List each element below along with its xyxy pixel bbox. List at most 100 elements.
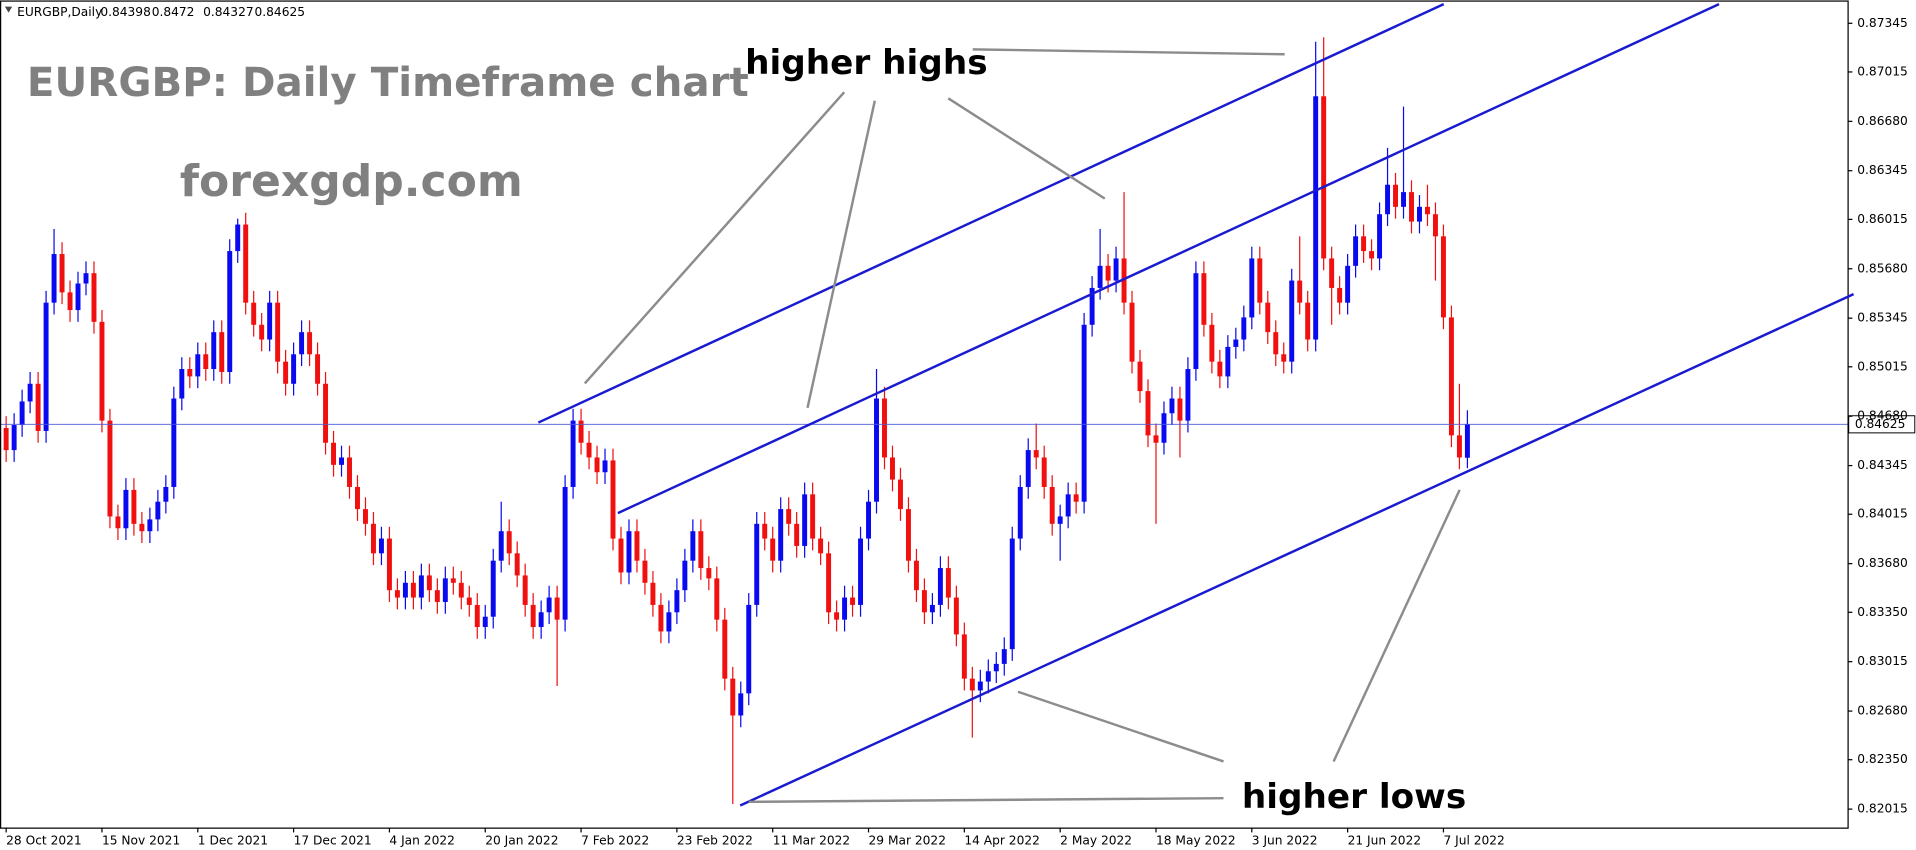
candle-body — [1105, 265, 1111, 281]
y-tick-label: 0.85345 — [1857, 311, 1908, 325]
candle-body — [866, 501, 872, 539]
candle-body — [211, 332, 217, 370]
y-tick-label: 0.82015 — [1857, 802, 1908, 816]
candle-body — [1201, 273, 1207, 325]
x-tick-label: 7 Feb 2022 — [581, 834, 649, 848]
y-tick-label: 0.85015 — [1857, 359, 1908, 373]
x-tick-label: 23 Feb 2022 — [677, 834, 753, 848]
y-tick-label: 0.84680 — [1857, 409, 1908, 423]
candle-body — [842, 597, 848, 620]
candle-body — [51, 254, 57, 303]
candle-body — [1321, 96, 1327, 259]
candle-body — [770, 538, 776, 561]
candle-body — [91, 273, 97, 322]
header-low: 0.84327 — [203, 5, 254, 19]
candle-body — [251, 302, 257, 325]
price-label: 0.84625 — [1855, 417, 1906, 431]
x-tick-label: 11 Mar 2022 — [773, 834, 850, 848]
candle-body — [283, 361, 289, 384]
candle-body — [43, 302, 49, 431]
candle-body — [666, 612, 672, 632]
candle-body — [953, 597, 959, 635]
candle-body — [882, 398, 887, 458]
x-tick-label: 28 Oct 2021 — [6, 834, 82, 848]
candle-body — [650, 582, 656, 605]
candle-body — [426, 575, 432, 591]
candle-body — [1456, 435, 1462, 458]
candle-body — [969, 678, 975, 691]
candle-body — [722, 619, 728, 679]
candle-body — [339, 457, 344, 465]
candle-body — [275, 302, 281, 362]
chart-subtitle: forexgdp.com — [180, 156, 523, 207]
candle-body — [929, 604, 935, 613]
candle-body — [402, 582, 408, 598]
candle-body — [1121, 258, 1127, 303]
candle-body — [347, 457, 352, 487]
candle-body — [522, 575, 528, 605]
candle-body — [1097, 265, 1103, 288]
candle-body — [786, 509, 792, 524]
y-tick-label: 0.83680 — [1857, 556, 1908, 570]
candle-body — [362, 509, 368, 524]
candle-body — [546, 597, 552, 613]
candle-body — [139, 523, 145, 532]
candle-body — [634, 531, 640, 561]
candle-body — [355, 486, 360, 510]
candle-body — [1169, 398, 1175, 414]
candle-body — [243, 224, 249, 303]
candle-body — [1409, 192, 1414, 222]
candle-body — [738, 693, 744, 716]
x-tick-label: 15 Nov 2021 — [102, 834, 180, 848]
candle-body — [921, 590, 927, 613]
candle-body — [618, 538, 624, 573]
candle-body — [778, 509, 784, 561]
candle-body — [59, 254, 65, 293]
candle-body — [594, 457, 600, 473]
candle-body — [810, 494, 816, 539]
candle-body — [1265, 302, 1271, 333]
x-tick-label: 21 Jun 2022 — [1348, 834, 1422, 848]
candle-body — [1081, 324, 1087, 502]
candle-body — [131, 489, 137, 524]
candle-body — [235, 224, 241, 252]
candle-body — [147, 519, 153, 532]
candle-body — [698, 531, 704, 569]
candle-body — [1448, 317, 1454, 436]
candle-body — [394, 590, 400, 598]
x-tick-label: 17 Dec 2021 — [294, 834, 372, 848]
annotation-pointer — [748, 796, 1224, 804]
candle-body — [27, 383, 33, 402]
candle-body — [203, 354, 209, 370]
candle-body — [466, 597, 472, 605]
y-tick-label: 0.86680 — [1857, 114, 1908, 128]
candle-body — [905, 509, 911, 561]
candle-body — [1385, 184, 1391, 215]
candle-body — [506, 531, 512, 554]
annotation-pointer — [972, 48, 1285, 56]
header-close: 0.84625 — [254, 5, 305, 19]
candle-body — [227, 251, 233, 372]
candle-body — [690, 531, 696, 561]
candle-body — [1289, 280, 1295, 362]
header-symbol: EURGBP,Daily — [17, 5, 102, 19]
candle-body — [1073, 494, 1079, 502]
candle-body — [482, 616, 488, 628]
annotation-pointer — [947, 97, 1106, 200]
candle-body — [554, 597, 560, 620]
candle-body — [658, 604, 664, 632]
y-tick-label: 0.87345 — [1857, 16, 1908, 30]
candle-body — [155, 501, 161, 520]
candle-body — [682, 560, 688, 591]
candle-body — [410, 582, 416, 598]
candle-body — [706, 568, 712, 579]
candle-body — [1113, 258, 1119, 281]
candle-body — [642, 560, 648, 583]
candle-body — [1313, 96, 1319, 340]
candle-body — [291, 354, 297, 384]
candle-body — [1329, 258, 1335, 288]
candle-body — [219, 332, 225, 372]
candle-body — [35, 383, 41, 431]
candle-body — [1185, 369, 1191, 421]
candle-body — [802, 494, 808, 546]
